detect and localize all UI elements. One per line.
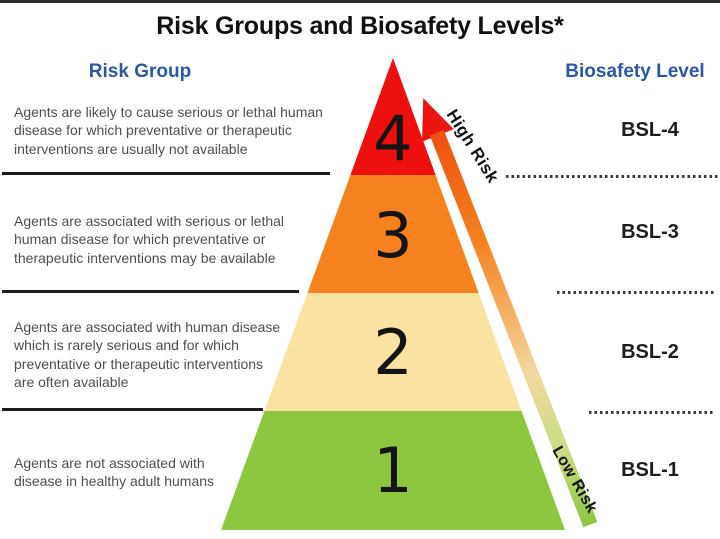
pyramid-level-3-number: 3 [373,199,412,272]
divider-solid-2 [2,290,299,293]
risk-arrow [422,98,598,528]
divider-dotted-1 [506,175,718,178]
bsl-3-label: BSL-3 [621,221,679,243]
biosafety-level-column-header: Biosafety Level [565,61,705,82]
page-title: Risk Groups and Biosafety Levels* [156,12,564,40]
pyramid-level-1 [221,411,565,530]
divider-solid-1 [2,172,330,175]
divider-solid-3 [2,408,263,411]
risk-group-3-description: Agents are associated with serious or le… [14,213,285,266]
risk-group-4-description: Agents are likely to cause serious or le… [14,104,323,157]
pyramid-level-4 [350,58,436,175]
pyramid-level-3 [307,175,479,293]
pyramid-level-2 [264,293,522,411]
risk-group-2-description: Agents are associated with human disease… [14,319,281,391]
divider-dotted-3 [589,411,715,414]
risk-group-1-description: Agents are not associated with disease i… [14,455,215,490]
risk-arrow-shaft [429,129,598,528]
divider-dotted-2 [557,291,716,294]
pyramid-level-2-number: 2 [373,316,412,389]
risk-group-column-header: Risk Group [88,61,192,82]
bsl-4-label: BSL-4 [621,119,679,141]
pyramid-level-4-number: 4 [373,102,412,175]
low-risk-label: Low Risk [549,444,601,517]
bsl-2-label: BSL-2 [621,341,679,363]
top-border [0,0,720,3]
bsl-1-label: BSL-1 [621,459,679,481]
pyramid-level-1-number: 1 [373,434,412,507]
risk-arrow-head [422,98,454,142]
